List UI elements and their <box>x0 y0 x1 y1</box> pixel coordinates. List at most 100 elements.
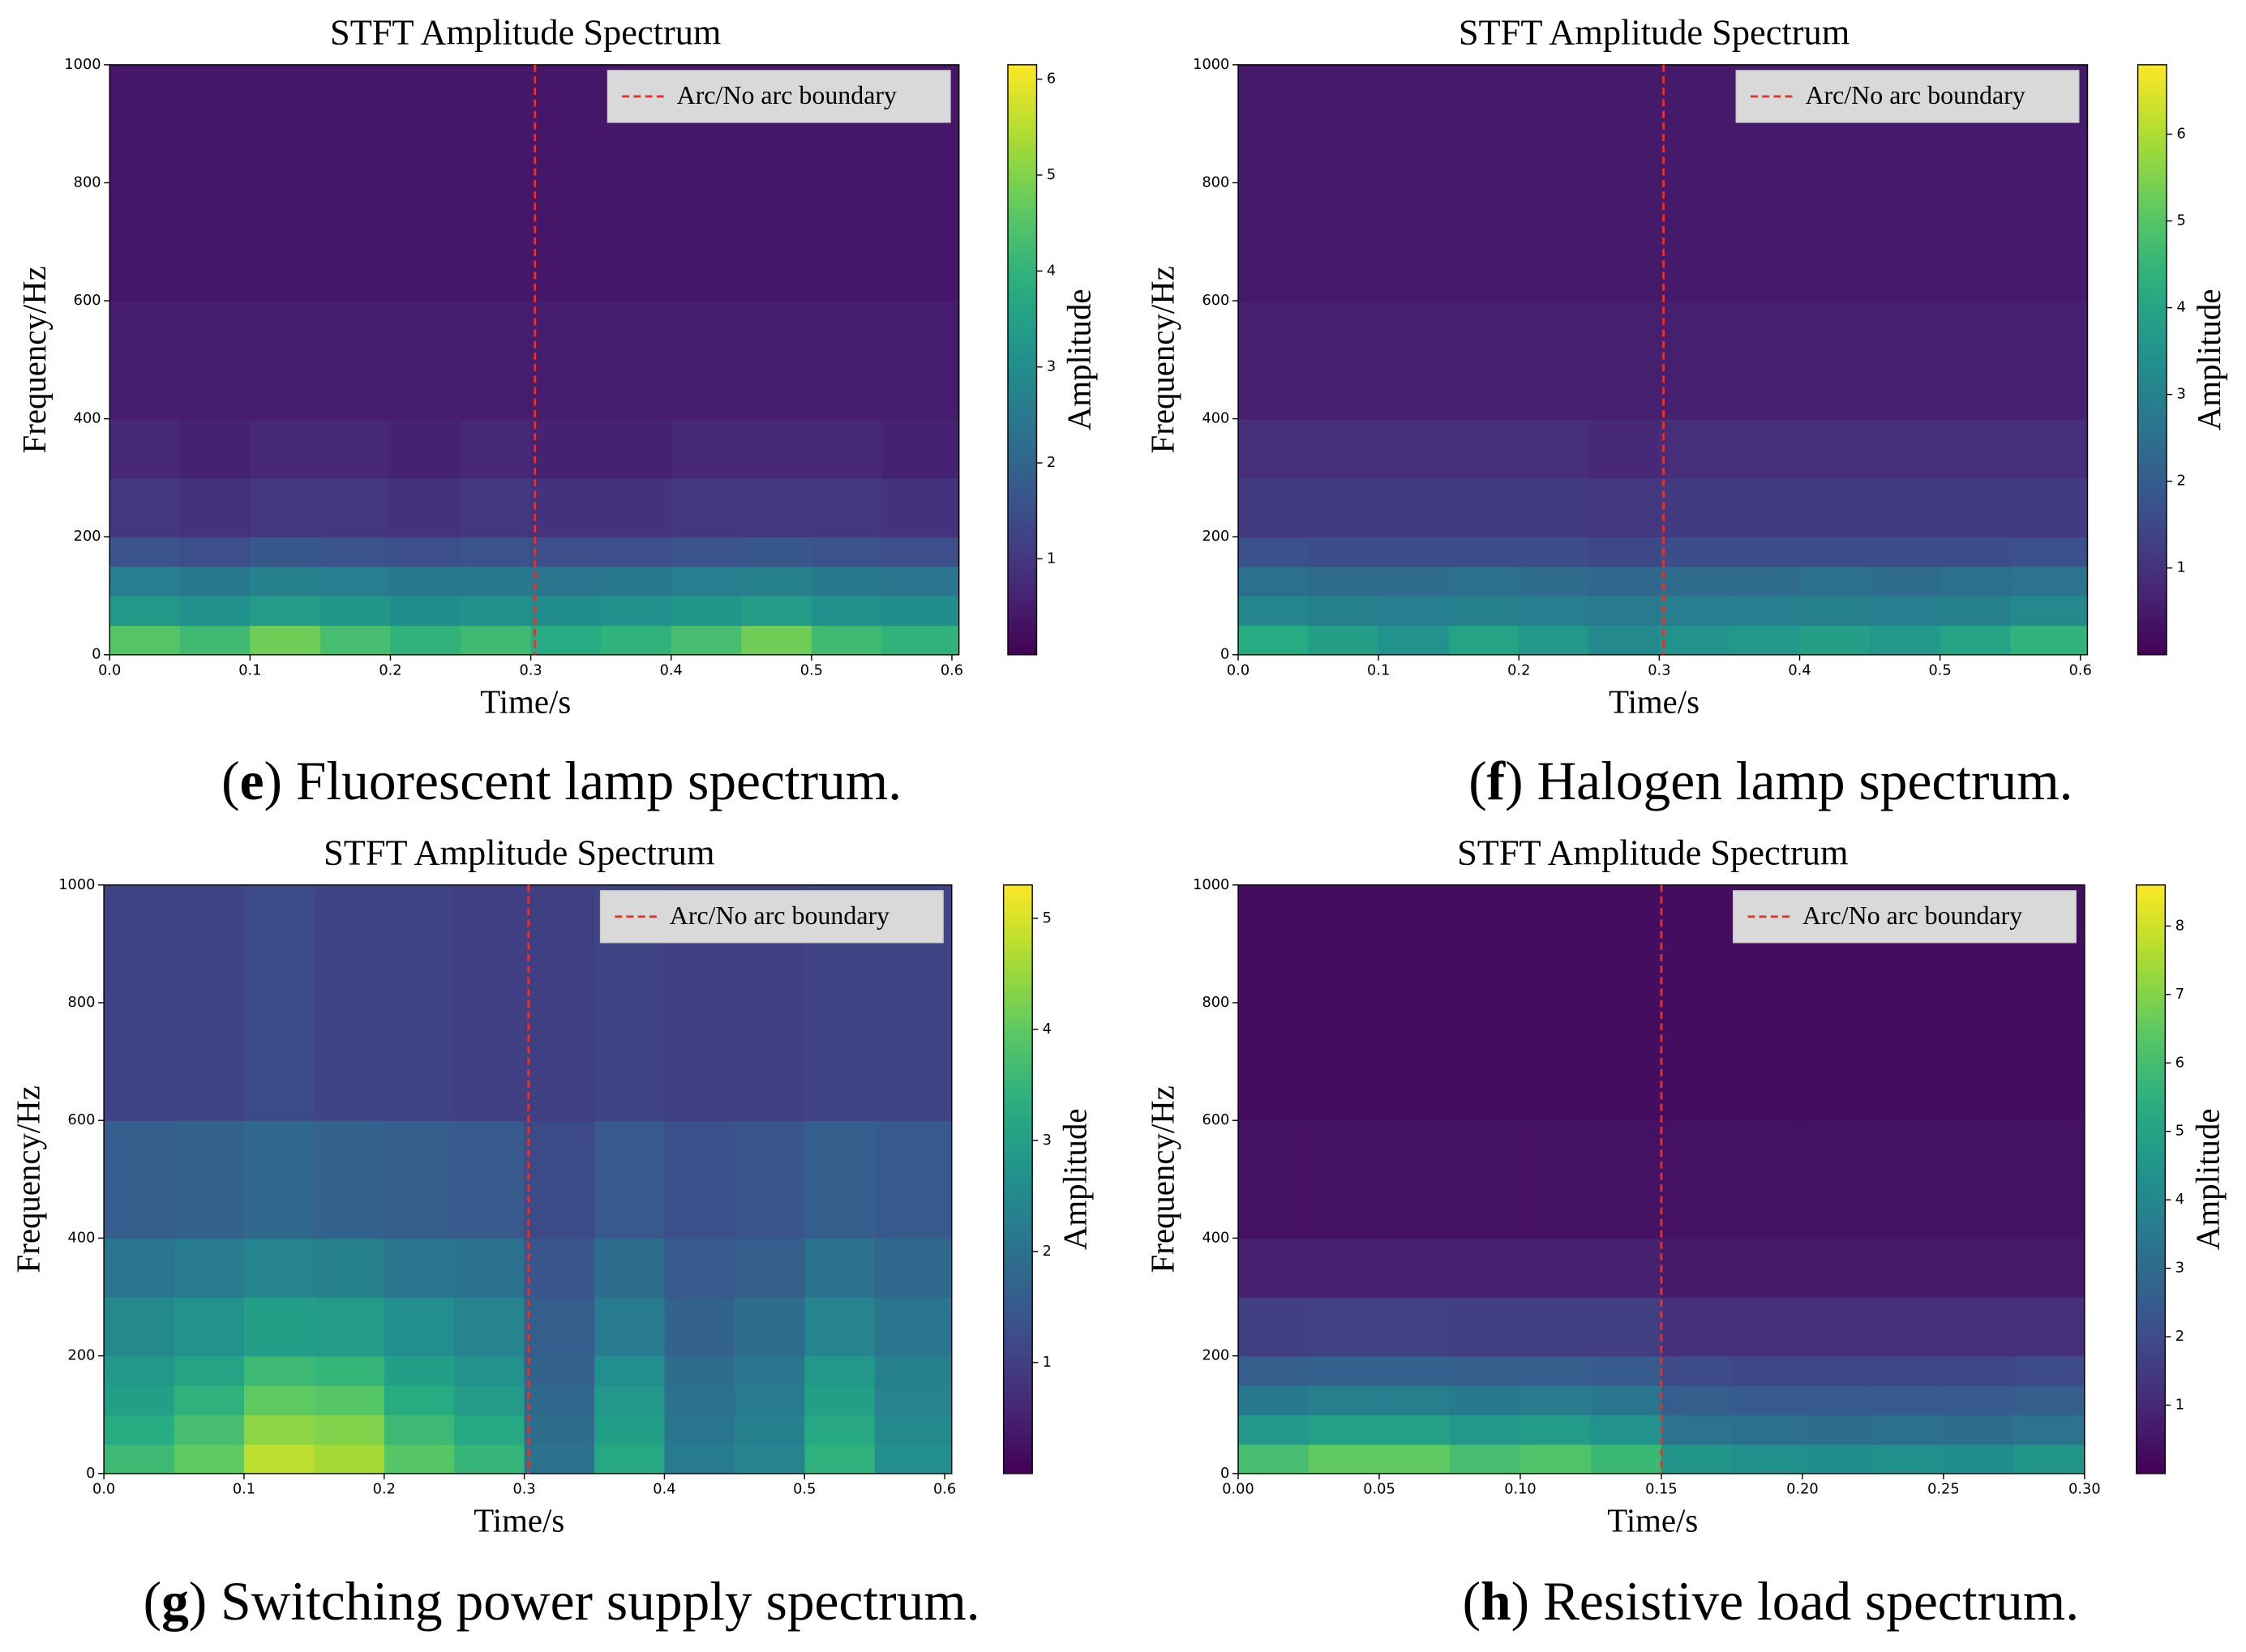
heatmap-cell <box>1378 884 1451 1121</box>
heatmap-cell <box>104 1297 175 1357</box>
colorbar-tick-label: 2 <box>1047 455 1056 471</box>
heatmap-cell <box>319 537 392 567</box>
heatmap-cell <box>1519 1444 1592 1474</box>
heatmap-cell <box>1870 625 1941 656</box>
heatmap-cell <box>319 625 392 656</box>
heatmap-cell <box>250 566 321 597</box>
heatmap-cell <box>1659 595 1730 627</box>
heatmap-cell <box>1729 477 1801 537</box>
heatmap-cell <box>594 1120 666 1239</box>
heatmap-cell <box>104 1238 175 1298</box>
heatmap-cell <box>881 537 960 567</box>
heatmap-cell <box>811 418 883 479</box>
x-axis-label: Time/s <box>1609 683 1700 720</box>
heatmap-cell <box>250 625 321 656</box>
y-tick-label: 0 <box>1220 1466 1229 1482</box>
heatmap-cell <box>179 625 251 656</box>
heatmap-cell <box>1378 1414 1451 1445</box>
heatmap-cell <box>1238 418 1309 479</box>
colorbar-tick-label: 6 <box>1047 71 1056 88</box>
y-tick-label: 400 <box>74 411 101 427</box>
heatmap-cell <box>811 595 883 627</box>
caption-text: ) Resistive load spectrum. <box>1511 1571 2079 1632</box>
heatmap-cell <box>243 1297 315 1357</box>
x-tick-label: 0.6 <box>941 662 963 678</box>
heatmap-cell <box>1309 1238 1380 1298</box>
heatmap-cell <box>454 1385 525 1415</box>
colorbar-tick-label: 6 <box>2176 126 2185 143</box>
heatmap-cell <box>1588 625 1661 656</box>
x-tick-label: 0.1 <box>1367 662 1390 678</box>
y-axis-label: Frequency/Hz <box>1145 1085 1181 1273</box>
heatmap-cell <box>811 477 883 537</box>
colorbar-label: Amplitude <box>2191 289 2227 430</box>
heatmap-cell <box>1659 301 1730 420</box>
heatmap-cell <box>601 625 672 656</box>
y-axis-label: Frequency/Hz <box>11 1085 47 1273</box>
heatmap-cell <box>671 477 742 537</box>
heatmap-cell <box>530 537 602 567</box>
heatmap-cell <box>664 1414 735 1445</box>
legend-label: Arc/No arc boundary <box>1802 901 2022 930</box>
heatmap-cell <box>734 1355 805 1386</box>
heatmap-cell <box>1519 1385 1592 1415</box>
heatmap-cell <box>1940 477 2011 537</box>
heatmap-cell <box>1448 477 1519 537</box>
heatmap-cell <box>1799 625 1871 656</box>
heatmap-cell <box>671 418 742 479</box>
heatmap-cell <box>1449 1385 1521 1415</box>
heatmap-cell <box>804 1120 876 1239</box>
heatmap-cell <box>1378 1297 1451 1357</box>
heatmap-cell <box>1802 1444 1874 1474</box>
caption: (g) Switching power supply spectrum. <box>144 1571 980 1632</box>
heatmap-cell <box>1449 884 1521 1121</box>
heatmap-cell <box>314 884 385 1121</box>
heatmap-cell <box>1519 625 1590 656</box>
heatmap-cell <box>1519 301 1590 420</box>
y-tick-label: 800 <box>68 995 96 1011</box>
heatmap-cell <box>1519 418 1590 479</box>
caption-letter: g <box>161 1571 189 1632</box>
heatmap-cell <box>1309 1355 1380 1386</box>
heatmap-cell <box>2010 477 2089 537</box>
heatmap-cell <box>250 537 321 567</box>
heatmap-cell <box>384 1414 455 1445</box>
heatmap-cell <box>671 301 742 420</box>
heatmap-cell <box>1588 64 1661 302</box>
heatmap-cell <box>109 566 181 597</box>
heatmap-cell <box>174 1385 245 1415</box>
heatmap-cell <box>1378 64 1450 302</box>
heatmap-cell <box>734 1414 805 1445</box>
heatmap-cell <box>1449 1238 1521 1298</box>
colorbar-tick-label: 3 <box>2175 1260 2184 1277</box>
colorbar-tick-label: 1 <box>1043 1355 1052 1371</box>
heatmap-cell <box>1661 1238 1733 1298</box>
x-tick-label: 0.3 <box>519 662 542 678</box>
heatmap-cell <box>524 1385 595 1415</box>
y-tick-label: 0 <box>1220 647 1229 663</box>
heatmap-cell <box>109 64 181 302</box>
colorbar-tick-label: 1 <box>2176 560 2185 576</box>
legend-box <box>1735 70 2080 123</box>
heatmap-cell <box>1378 537 1450 567</box>
heatmap-cell <box>671 537 742 567</box>
heatmap-cell <box>1659 625 1730 656</box>
y-tick-label: 600 <box>1202 293 1229 309</box>
heatmap-cell <box>1308 595 1379 627</box>
heatmap-cell <box>461 64 532 302</box>
y-axis-label: Frequency/Hz <box>1145 266 1181 453</box>
heatmap-cell <box>874 1414 953 1445</box>
heatmap-cell <box>1731 1120 1803 1239</box>
heatmap-cell <box>314 1238 385 1298</box>
heatmap-cell <box>1588 477 1661 537</box>
heatmap-cell <box>530 64 602 302</box>
heatmap-cell <box>250 477 321 537</box>
heatmap-cell <box>461 477 532 537</box>
heatmap-cell <box>1872 1385 1944 1415</box>
heatmap-cell <box>1940 301 2011 420</box>
heatmap-cell <box>1519 884 1592 1121</box>
heatmap-cell <box>1378 1385 1451 1415</box>
heatmap-cell <box>1799 301 1871 420</box>
x-tick-label: 0.2 <box>373 1481 396 1497</box>
heatmap-cell <box>1238 1120 1309 1239</box>
